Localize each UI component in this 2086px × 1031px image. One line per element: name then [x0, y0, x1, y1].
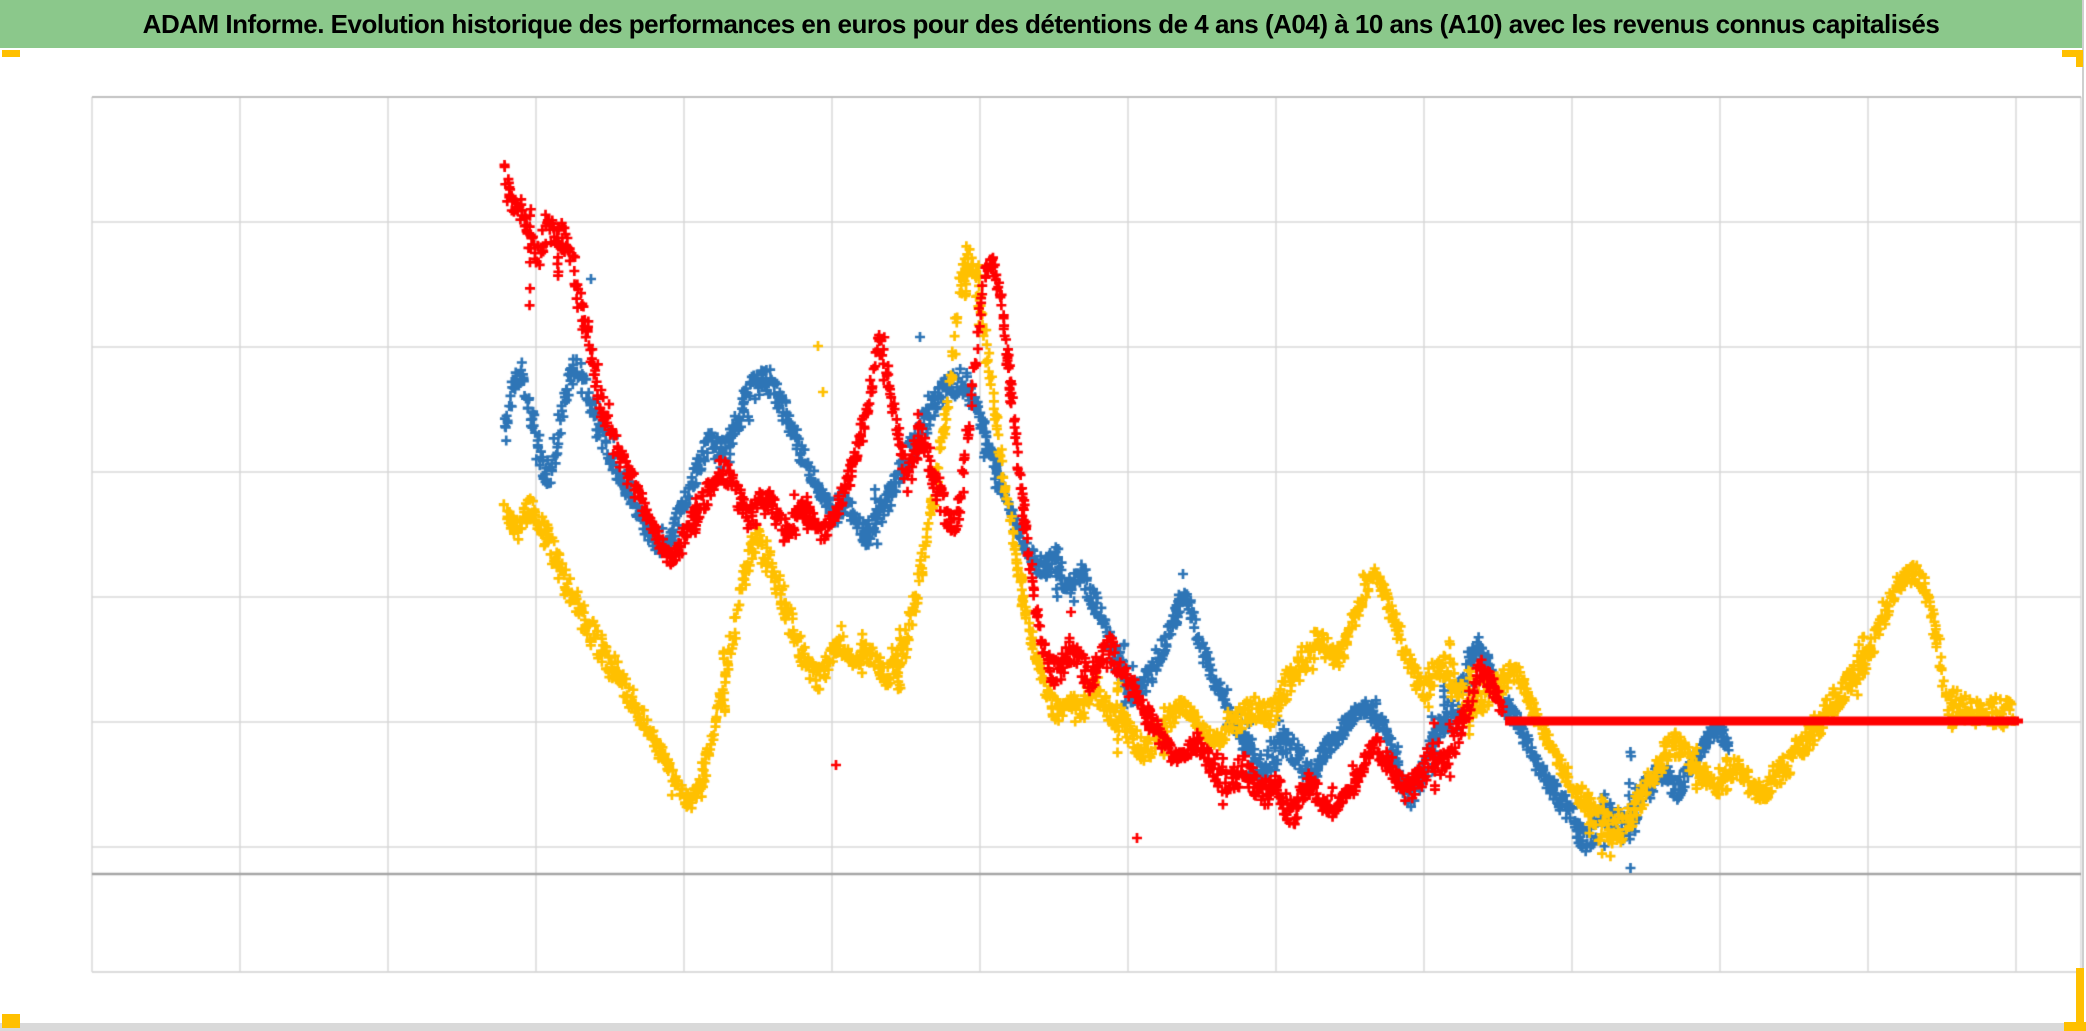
title-bar: ADAM Informe. Evolution historique des p… — [0, 0, 2082, 48]
right-window-edge — [2082, 0, 2084, 1031]
frame-corner-top-right-h — [2062, 50, 2083, 57]
frame-corner-top-right-v — [2076, 50, 2083, 67]
frame-corner-bottom-left — [2, 1014, 20, 1028]
frame-corner-bottom-right-v — [2076, 968, 2084, 1031]
bottom-window-edge — [0, 1023, 2086, 1031]
frame-corner-top-left — [2, 50, 20, 57]
page-title: ADAM Informe. Evolution historique des p… — [142, 8, 1940, 39]
frame-corner-bottom-right-h — [2064, 1022, 2086, 1031]
